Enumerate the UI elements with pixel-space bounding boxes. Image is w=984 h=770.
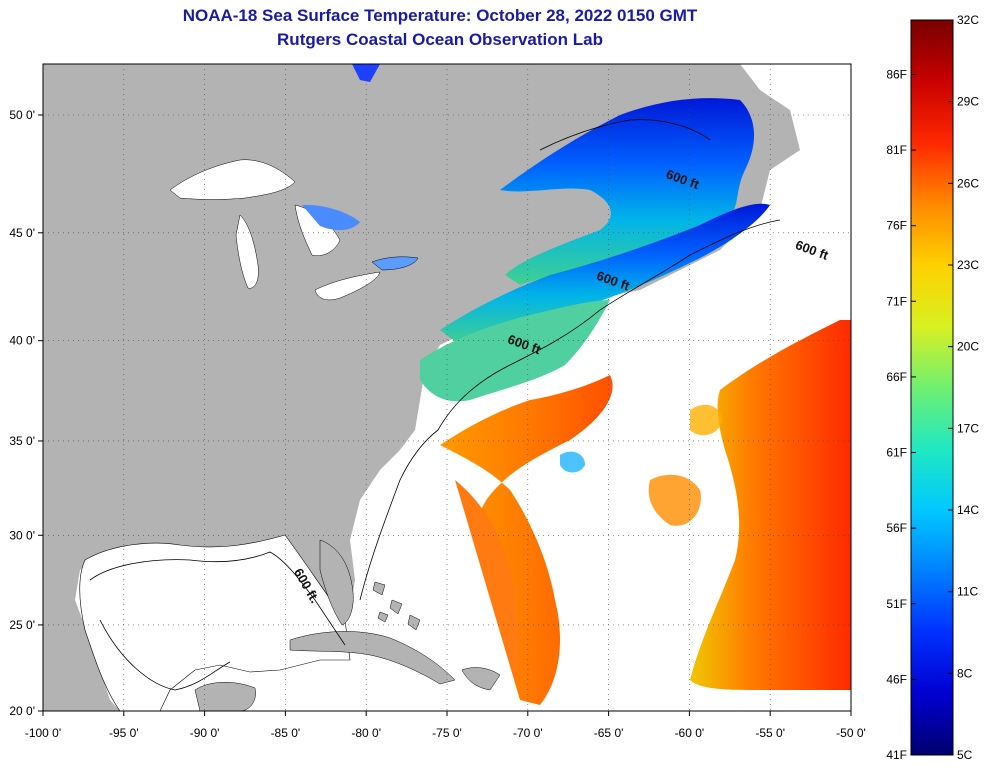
lon-label: -90 0' xyxy=(190,726,220,740)
lon-label: -50 0' xyxy=(836,726,866,740)
st-lawrence-sst xyxy=(500,98,755,285)
swath-gap xyxy=(430,470,520,700)
longitude-labels: -100 0' -95 0' -90 0' -85 0' -80 0' -75 0' -70… xyxy=(25,726,866,740)
lon-label: -85 0' xyxy=(271,726,301,740)
fahrenheit-label: 86F xyxy=(886,67,907,81)
lat-label: 50 0' xyxy=(9,108,35,122)
fahrenheit-label: 41F xyxy=(886,748,907,762)
lat-label: 20 0' xyxy=(9,704,35,718)
map-subtitle: Rutgers Coastal Ocean Observation Lab xyxy=(277,30,603,49)
celsius-label: 23C xyxy=(957,258,979,272)
colorbar-ticks xyxy=(911,19,953,756)
celsius-label: 26C xyxy=(957,176,979,190)
eastern-sst xyxy=(690,320,851,690)
shelf-north-sst xyxy=(440,203,770,345)
eastern-sst-scatter xyxy=(648,474,701,526)
lon-label: -60 0' xyxy=(675,726,705,740)
lat-label: 35 0' xyxy=(9,434,35,448)
lon-label: -75 0' xyxy=(432,726,462,740)
celsius-label: 5C xyxy=(957,748,973,762)
fahrenheit-label: 71F xyxy=(886,294,907,308)
fahrenheit-label: 61F xyxy=(886,446,907,460)
fahrenheit-label: 51F xyxy=(886,597,907,611)
fahrenheit-label: 56F xyxy=(886,521,907,535)
fahrenheit-label: 81F xyxy=(886,143,907,157)
fahrenheit-label: 66F xyxy=(886,370,907,384)
gulf-stream-sst xyxy=(440,375,613,705)
bahamas xyxy=(372,581,421,631)
lon-label: -55 0' xyxy=(755,726,785,740)
colorbar-scale xyxy=(910,19,954,756)
lat-label: 40 0' xyxy=(9,334,35,348)
florida xyxy=(319,539,354,626)
contour-600ft-gulf xyxy=(89,551,346,646)
lake-michigan xyxy=(235,214,259,289)
mid-atlantic-sst xyxy=(420,300,610,402)
lake-erie xyxy=(314,271,381,301)
contour-600ft-atlantic xyxy=(359,219,781,601)
colorbar-labels: 32C 29C 26C 23C 20C 17C 14C 11C 8C 5C 86F 81F 76F 71F… xyxy=(886,13,979,762)
eastern-sst-scatter-2 xyxy=(690,404,722,436)
georgian-bay xyxy=(302,204,360,231)
lon-label: -65 0' xyxy=(594,726,624,740)
hispaniola xyxy=(461,667,501,691)
contour-600ft-gulf-south xyxy=(99,619,231,691)
fahrenheit-label: 46F xyxy=(886,672,907,686)
graticule xyxy=(38,64,852,716)
lat-label: 45 0' xyxy=(9,226,35,240)
celsius-label: 29C xyxy=(957,95,979,109)
celsius-label: 8C xyxy=(957,666,973,680)
lat-label: 25 0' xyxy=(9,618,35,632)
celsius-label: 11C xyxy=(957,585,978,599)
lon-label: -95 0' xyxy=(109,726,139,740)
lon-label: -80 0' xyxy=(351,726,381,740)
map-title: NOAA-18 Sea Surface Temperature: October… xyxy=(182,6,698,25)
lon-label: -70 0' xyxy=(513,726,543,740)
celsius-label: 14C xyxy=(957,503,979,517)
contour-600ft-stlawrence xyxy=(539,119,711,151)
lon-label: -100 0' xyxy=(25,726,61,740)
lake-superior xyxy=(169,159,296,200)
fahrenheit-label: 76F xyxy=(886,219,907,233)
latitude-labels: 50 0' 45 0' 40 0' 35 0' 30 0' 25 0' 20 0' xyxy=(9,108,35,718)
lat-label: 30 0' xyxy=(9,528,35,542)
cuba xyxy=(289,631,456,685)
celsius-label: 20C xyxy=(957,340,979,354)
eastern-sst-scatter-3 xyxy=(560,451,585,473)
james-bay xyxy=(352,64,380,82)
lake-ontario xyxy=(371,256,419,271)
celsius-label: 17C xyxy=(957,421,979,435)
celsius-label: 32C xyxy=(957,13,979,27)
